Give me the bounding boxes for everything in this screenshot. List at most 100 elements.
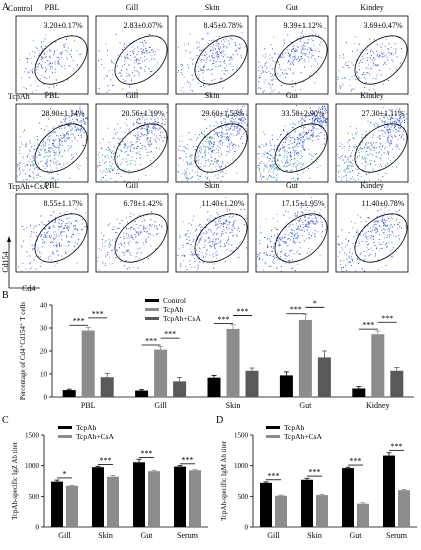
significance-label: *** <box>141 449 153 458</box>
legend-label: TcpAh <box>163 305 184 314</box>
bar <box>51 481 63 527</box>
bar <box>135 390 149 397</box>
bar <box>173 381 187 397</box>
bar <box>133 462 145 527</box>
legend-label: TcpAh <box>284 423 305 432</box>
x-tick-label: Kidney <box>366 401 390 410</box>
flow-column-label: Skin <box>205 181 220 190</box>
flow-gate-percentage: 3.69±0.47% <box>363 21 402 30</box>
legend-label: TcpAh+CsA <box>76 432 114 441</box>
flow-gate-percentage: 29.60±1.53% <box>201 109 244 118</box>
bar <box>189 470 201 527</box>
flow-gate <box>114 123 168 173</box>
flow-row-label: Control <box>8 4 33 13</box>
flow-column-label: Gut <box>286 181 299 190</box>
significance-label: *** <box>182 455 194 464</box>
flow-column-label: Gill <box>126 3 139 12</box>
y-tick-label: 1500 <box>25 432 40 440</box>
flow-row-label: TcpAh+CsA <box>8 182 49 191</box>
flow-gate <box>194 213 248 263</box>
flow-panel: Gill 2.83±0.07% <box>95 3 169 95</box>
y-tick-label: 40 <box>40 302 48 310</box>
flow-panel: Skin 8.45±0.78% <box>175 3 249 95</box>
x-tick-label: Serum <box>177 531 199 540</box>
bar <box>92 467 104 527</box>
significance-label: *** <box>362 321 374 330</box>
bar <box>100 377 114 397</box>
flow-gate-percentage: 20.56±1.19% <box>121 109 164 118</box>
flow-column-label: Kindey <box>360 91 384 100</box>
flow-gate-percentage: 6.78±1.42% <box>123 199 162 208</box>
flow-panel: Gill 20.56±1.19% <box>95 91 169 183</box>
flow-panel: Gut 33.50±2.90% <box>255 91 329 183</box>
y-axis-label: TcpAh-specific IgZ Ab titer <box>11 441 19 520</box>
bar <box>279 375 293 397</box>
panel-letter-d: D <box>216 415 223 426</box>
bar <box>317 357 331 397</box>
bar <box>107 476 119 527</box>
flow-dots <box>337 202 407 272</box>
bar <box>260 482 272 527</box>
flow-column-label: Gill <box>126 91 139 100</box>
significance-label: * <box>63 469 67 478</box>
bar <box>174 466 186 527</box>
flow-dots <box>17 105 88 182</box>
legend-label: TcpAh <box>76 423 97 432</box>
legend-swatch <box>266 435 280 438</box>
x-tick-label: Gill <box>267 531 280 540</box>
bar <box>226 328 240 397</box>
flow-gate <box>354 35 408 85</box>
significance-label: *** <box>290 305 302 314</box>
flow-gate <box>34 35 88 85</box>
flow-plot-frame <box>335 15 409 95</box>
flow-gate <box>194 123 248 173</box>
flow-gate <box>274 123 328 173</box>
flow-panel: Gut 9.39±1.12% <box>255 3 329 95</box>
x-tick-label: Gut <box>141 531 154 540</box>
flow-plot-frame <box>95 103 169 183</box>
y-tick-label: 500 <box>29 493 40 501</box>
flow-dots <box>257 105 328 182</box>
flow-gate <box>34 213 88 263</box>
flow-gate-percentage: 9.39±1.12% <box>283 21 322 30</box>
flow-column-label: Gut <box>286 91 299 100</box>
flow-x-axis-label: Cd4 <box>22 284 35 293</box>
flow-column-label: Gut <box>286 3 299 12</box>
y-tick-label: 30 <box>40 325 48 333</box>
flow-dots <box>257 196 327 272</box>
flow-plot-frame <box>15 15 89 95</box>
flow-panel: Kindey 11.40±0.78% <box>335 181 409 273</box>
flow-dots <box>19 34 82 94</box>
significance-label: *** <box>100 456 112 465</box>
x-tick-label: Skin <box>226 401 241 410</box>
chart-d: 0 500 1000 1500 TcpAh-specific IgM Ab titer G… <box>220 423 417 540</box>
flow-plot-frame <box>175 15 249 95</box>
x-tick-label: Gill <box>58 531 71 540</box>
legend-swatch <box>145 299 159 302</box>
bar <box>383 455 395 527</box>
y-tick-label: 10 <box>40 371 48 379</box>
flow-gate-percentage: 3.20±0.17% <box>43 21 82 30</box>
flow-column-label: Kindey <box>360 3 384 12</box>
flow-gate-percentage: 28.90±1.14% <box>41 109 84 118</box>
flow-plot-frame <box>15 193 89 273</box>
panel-letter-b: B <box>2 290 9 301</box>
y-axis-label: TcpAh-specific IgM Ab titer <box>220 440 228 520</box>
chart-b: 0 10 20 30 40 Percentage of Cd4⁺Cd154⁺ T cell… <box>19 296 414 410</box>
bar <box>371 334 385 397</box>
flow-gate <box>354 213 408 263</box>
chart-c: 0 500 1000 1500 TcpAh-specific IgZ Ab titer G… <box>11 423 208 540</box>
legend-label: TcpAh+CsA <box>284 432 322 441</box>
x-tick-label: Serum <box>386 531 408 540</box>
x-tick-label: Gut <box>350 531 363 540</box>
flow-column-label: PBL <box>45 91 60 100</box>
flow-panel: PBL 3.20±0.17% <box>15 3 89 95</box>
flow-gate <box>34 123 88 173</box>
bar <box>390 370 404 397</box>
flow-dots <box>18 205 87 272</box>
significance-label: *** <box>350 457 362 466</box>
flow-column-label: Skin <box>205 91 220 100</box>
significance-label: *** <box>164 330 176 339</box>
flow-gate-percentage: 11.40±0.78% <box>362 199 405 208</box>
